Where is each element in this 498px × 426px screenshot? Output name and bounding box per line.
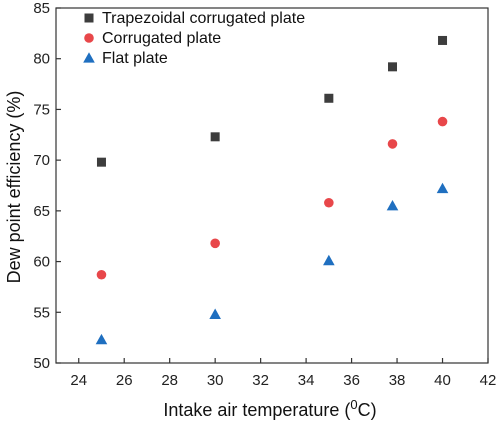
triangle-data-point <box>386 199 399 211</box>
x-tick-label: 36 <box>343 372 360 389</box>
data-points <box>95 35 449 345</box>
legend: Trapezoidal corrugated plate Corrugated p… <box>83 10 305 67</box>
x-axis-title-unit: C) <box>358 400 377 420</box>
legend-label: Flat plate <box>102 50 168 67</box>
legend-label: Corrugated plate <box>102 30 221 47</box>
triangle-data-point <box>95 333 108 345</box>
triangle-data-point <box>323 254 335 266</box>
y-tick-label: 70 <box>33 152 50 169</box>
circle-data-point <box>437 116 448 127</box>
y-axis-title: Dew point efficiency (%) <box>4 91 24 284</box>
x-tick-label: 32 <box>252 372 269 389</box>
y-tick-label: 80 <box>33 51 50 68</box>
y-axis: 50 55 60 65 70 75 80 85 <box>33 0 61 372</box>
x-axis: 24 26 28 30 32 34 36 38 40 42 <box>70 358 496 389</box>
square-data-point <box>388 62 398 72</box>
plot-frame <box>55 7 489 364</box>
circle-data-point <box>96 269 107 280</box>
x-tick-label: 38 <box>389 372 406 389</box>
x-axis-title-superscript: 0 <box>350 397 357 412</box>
triangle-data-point <box>436 182 449 194</box>
circle-data-point <box>210 238 220 249</box>
square-data-point <box>324 93 334 103</box>
y-tick-label: 50 <box>33 355 50 372</box>
y-tick-label: 65 <box>33 203 50 220</box>
x-tick-label: 40 <box>434 372 451 389</box>
legend-label: Trapezoidal corrugated plate <box>102 10 305 27</box>
legend-square-marker <box>84 13 94 23</box>
x-tick-label: 42 <box>480 372 497 389</box>
legend-triangle-marker <box>83 52 95 63</box>
circle-data-point <box>324 197 334 208</box>
x-axis-title-main: Intake air temperature ( <box>163 400 350 420</box>
legend-circle-marker <box>84 33 94 43</box>
triangle-data-point <box>209 308 221 319</box>
square-data-point <box>210 132 220 142</box>
y-tick-label: 75 <box>33 101 50 118</box>
x-tick-label: 24 <box>70 372 87 389</box>
x-axis-title: Intake air temperature (0C) <box>163 397 376 420</box>
square-data-point <box>438 35 448 45</box>
y-tick-label: 55 <box>33 304 50 321</box>
x-tick-label: 30 <box>207 372 224 389</box>
y-tick-label: 85 <box>33 0 50 17</box>
plot-area <box>55 7 489 364</box>
square-data-point <box>96 157 106 167</box>
circle-data-point <box>387 139 398 149</box>
x-tick-label: 34 <box>298 372 315 389</box>
x-tick-label: 28 <box>161 372 178 389</box>
y-tick-label: 60 <box>33 254 50 271</box>
x-tick-label: 26 <box>116 372 133 389</box>
